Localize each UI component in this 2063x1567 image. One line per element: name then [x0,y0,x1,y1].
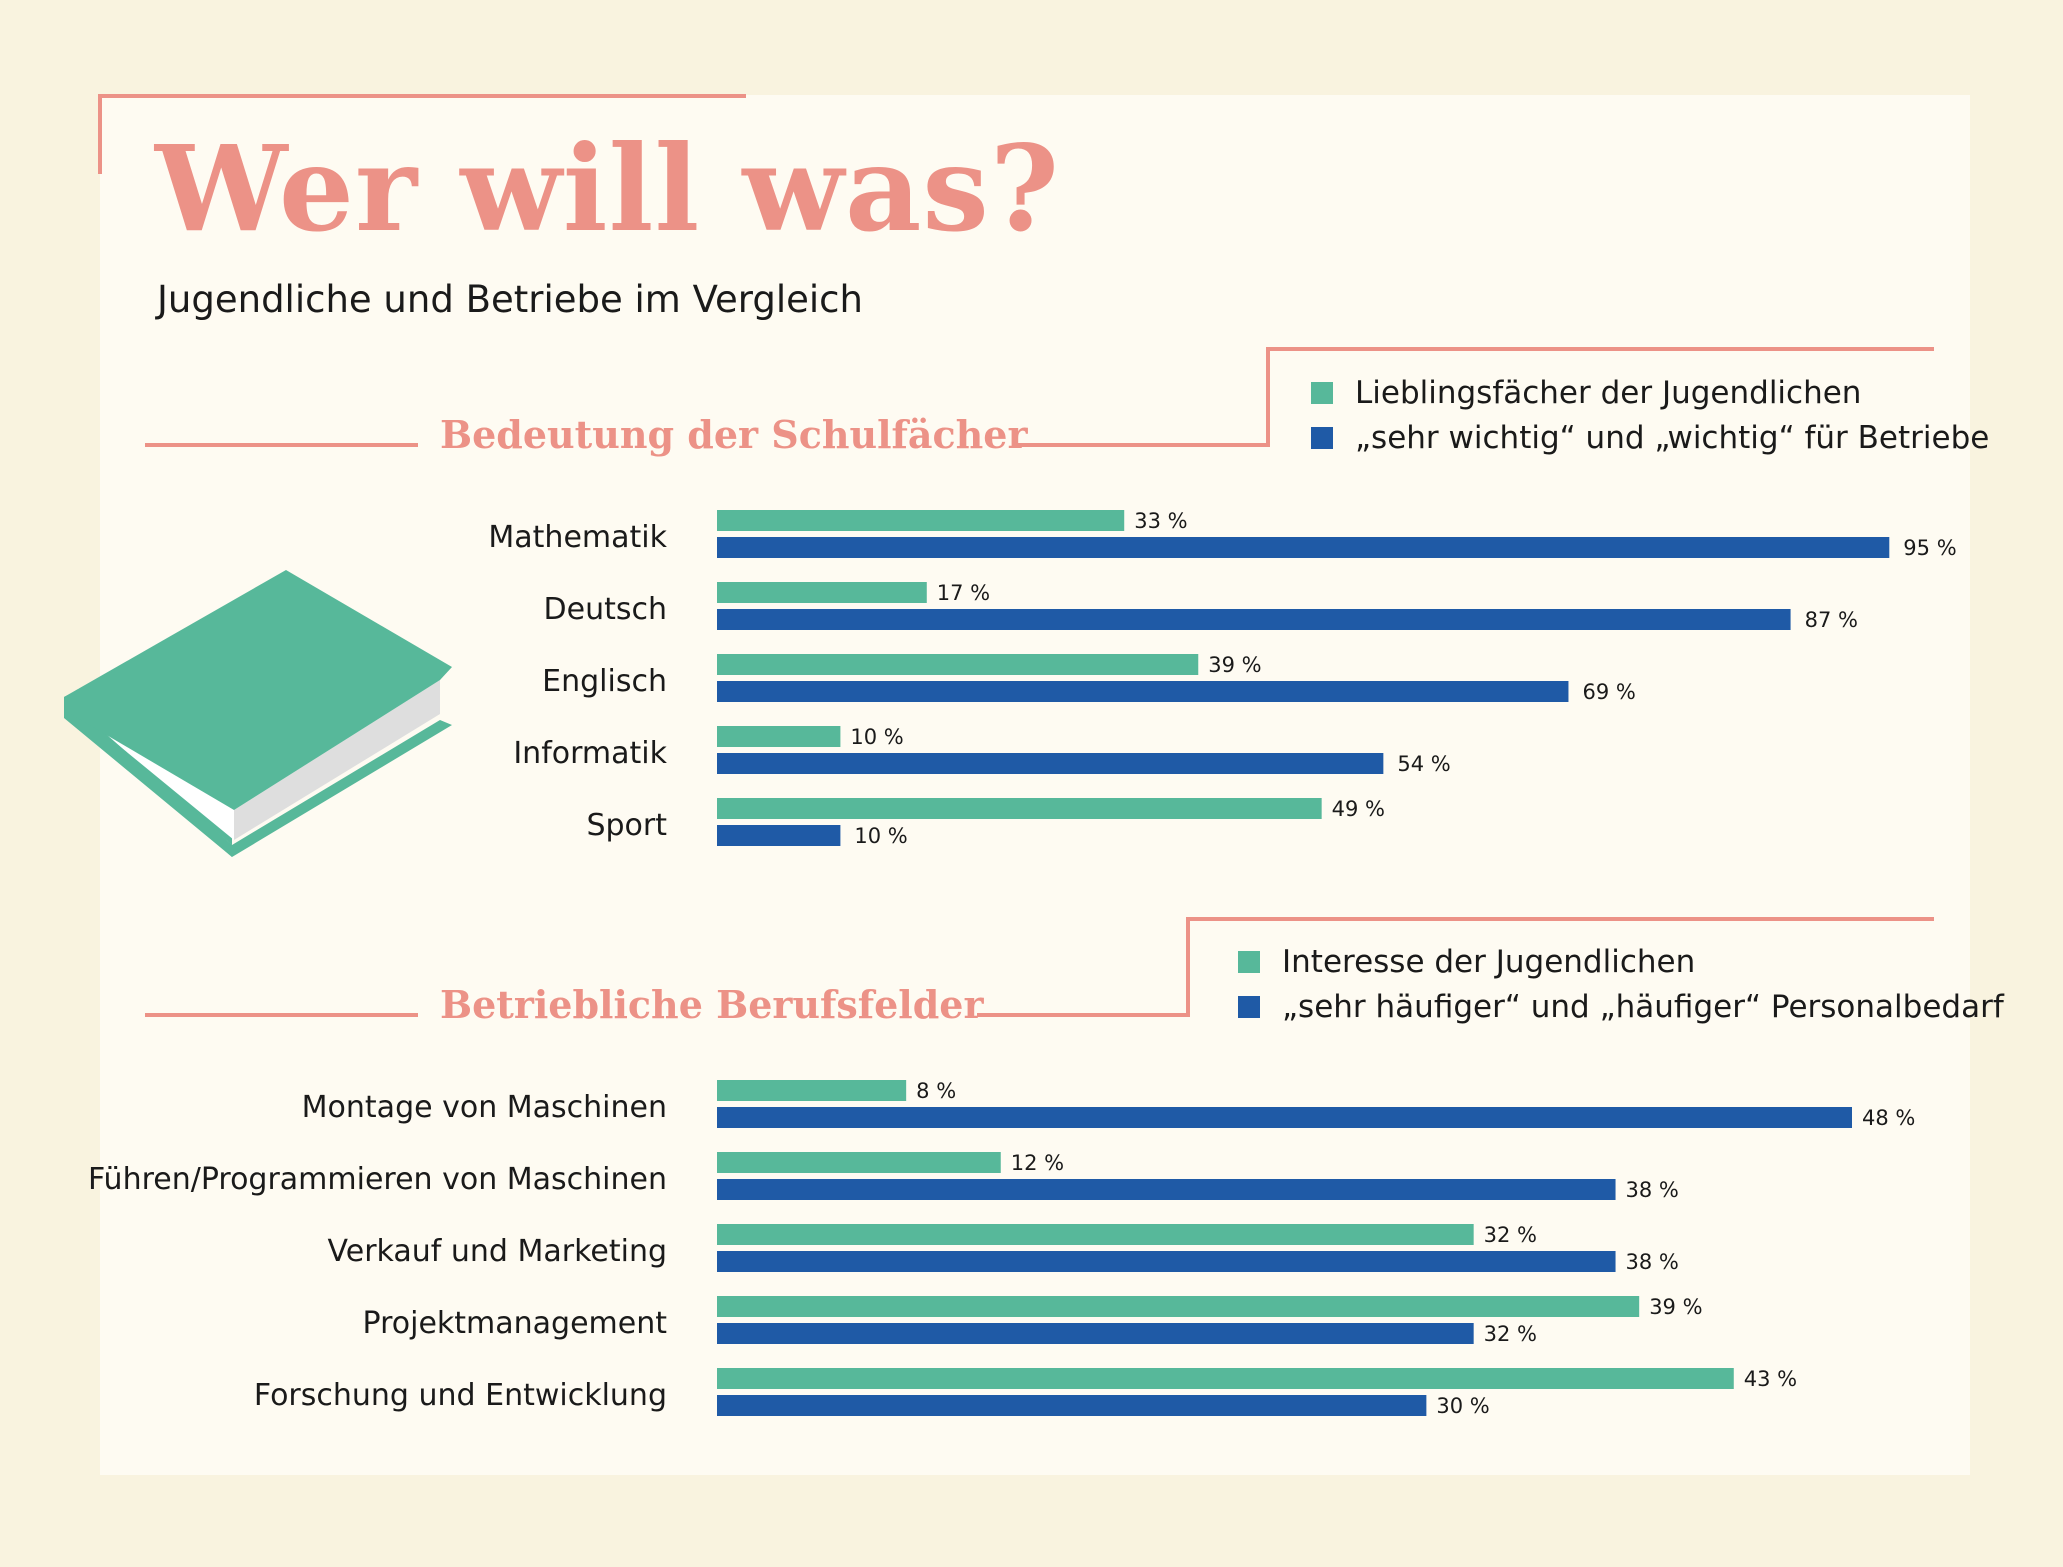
bar-green [717,1296,1640,1317]
bar-blue [717,609,1791,630]
legend1-green-swatch [1311,382,1333,404]
bar-value-label: 69 % [1582,680,1635,704]
bar-value-label: 38 % [1626,1178,1679,1202]
bar-blue [717,1323,1474,1344]
bar-blue [717,537,1890,558]
bar-value-label: 95 % [1903,536,1956,560]
legend2-green-swatch [1238,951,1260,973]
bar-value-label: 17 % [937,581,990,605]
bar-value-label: 12 % [1011,1151,1064,1175]
category-label: Projektmanagement [363,1306,668,1341]
bar-value-label: 87 % [1805,608,1858,632]
section2-legend-frame-top [1186,917,1934,921]
bar-value-label: 39 % [1649,1295,1702,1319]
bar-blue [717,753,1384,774]
section2-title: Betriebliche Berufsfelder [440,982,984,1027]
bar-green [717,726,841,747]
bar-blue [717,681,1569,702]
section1-rule-right [1015,443,1270,447]
bar-value-label: 39 % [1208,653,1261,677]
corner-accent-left [98,94,102,174]
section2-legend-frame-vertical [1186,917,1190,1017]
bar-green [717,1224,1474,1245]
bar-blue [717,1107,1852,1128]
legend1-blue-swatch [1311,427,1333,449]
bar-blue [717,825,841,846]
bar-blue [717,1251,1616,1272]
bar-value-label: 54 % [1397,752,1450,776]
bar-blue [717,1179,1616,1200]
bar-value-label: 33 % [1134,509,1187,533]
category-label: Informatik [513,736,667,771]
bar-value-label: 30 % [1436,1394,1489,1418]
legend1-blue-label: „sehr wichtig“ und „wichtig“ für Betrieb… [1355,420,1990,456]
bar-value-label: 49 % [1332,797,1385,821]
category-label: Forschung und Entwicklung [254,1378,667,1413]
category-label: Deutsch [544,592,667,627]
bar-value-label: 38 % [1626,1250,1679,1274]
bar-value-label: 32 % [1484,1322,1537,1346]
category-label: Sport [586,808,667,843]
book-illustration [64,570,452,857]
bar-value-label: 10 % [850,725,903,749]
bar-green [717,1152,1001,1173]
section1-rule-left [145,443,418,447]
bar-blue [717,1395,1427,1416]
legend2-blue-swatch [1238,996,1260,1018]
section2-rule-left [145,1013,418,1017]
section2-rule-right [977,1013,1190,1017]
section1-legend-frame-vertical [1266,347,1270,447]
legend1-green-label: Lieblingsfächer der Jugendlichen [1355,375,1862,411]
bar-green [717,1368,1734,1389]
corner-accent-top [98,94,746,98]
category-label: Verkauf und Marketing [328,1234,667,1269]
bar-green [717,654,1199,675]
legend2-green-label: Interesse der Jugendlichen [1282,944,1696,980]
bar-value-label: 32 % [1484,1223,1537,1247]
legend2-blue-label: „sehr häufiger“ und „häufiger“ Personalb… [1282,989,2004,1025]
bar-value-label: 8 % [916,1079,956,1103]
category-label: Führen/Programmieren von Maschinen [88,1162,667,1197]
bar-value-label: 43 % [1744,1367,1797,1391]
bar-green [717,1080,907,1101]
category-label: Englisch [542,664,667,699]
category-label: Mathematik [488,520,667,555]
page-title: Wer will was? [155,119,1060,258]
page-subtitle: Jugendliche und Betriebe im Vergleich [157,278,863,321]
bar-value-label: 48 % [1862,1106,1915,1130]
category-label: Montage von Maschinen [302,1090,667,1125]
section1-title: Bedeutung der Schulfächer [440,412,1028,457]
bar-green [717,582,927,603]
bar-green [717,510,1125,531]
bar-value-label: 10 % [854,824,907,848]
section1-legend-frame-top [1266,347,1934,351]
bar-green [717,798,1322,819]
